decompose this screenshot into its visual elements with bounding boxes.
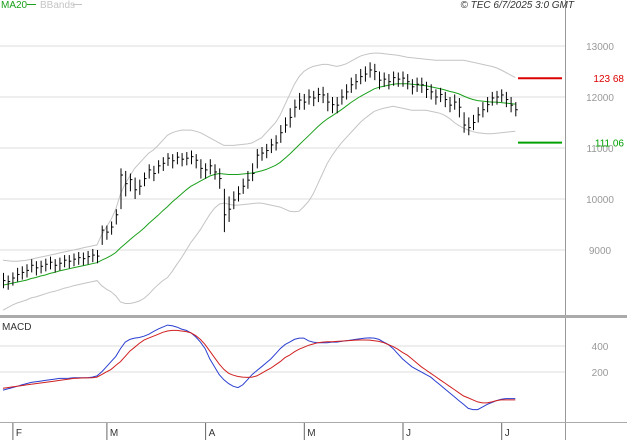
panel-title: MACD <box>2 322 31 333</box>
bband-upper <box>2 52 516 262</box>
x-tick-label: A <box>209 428 216 439</box>
legend-label: BBands <box>40 0 75 11</box>
y-tick-label: 400 <box>592 342 609 353</box>
source: © TEC 6/7/2025 3:0 GMT <box>460 0 574 11</box>
x-tick-label: F <box>16 428 22 439</box>
target-label: 123 68 <box>593 74 624 85</box>
y-tick-label: 13000 <box>586 42 614 53</box>
y-tick-label: 12000 <box>586 93 614 104</box>
y-tick-label: 9000 <box>589 246 612 257</box>
x-tick-label: J <box>505 428 510 439</box>
x-tick-label: M <box>110 428 118 439</box>
ma-line <box>2 83 516 286</box>
x-tick-label: J <box>406 428 411 439</box>
x-tick-label: M <box>307 428 315 439</box>
macd-line <box>2 329 516 404</box>
y-tick-label: 10000 <box>586 195 614 206</box>
legend-label: MA20 <box>1 0 28 11</box>
y-tick-label: 200 <box>592 368 609 379</box>
bband-lower <box>2 105 516 311</box>
target-label: 111 06 <box>595 139 625 150</box>
y-tick-label: 11000 <box>586 144 614 155</box>
